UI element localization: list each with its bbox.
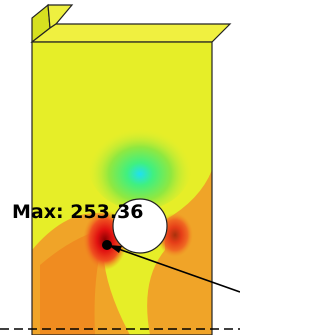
low-stress-zone: [88, 120, 192, 210]
fold-edge: [32, 24, 230, 42]
page: Max: 253.36 (() => { const data = JSON.p…: [0, 0, 240, 335]
max-point: [102, 240, 112, 250]
plate-contours: [32, 42, 212, 335]
fea-view: Max: 253.36: [0, 0, 240, 335]
max-label: Max: 253.36: [12, 201, 144, 223]
